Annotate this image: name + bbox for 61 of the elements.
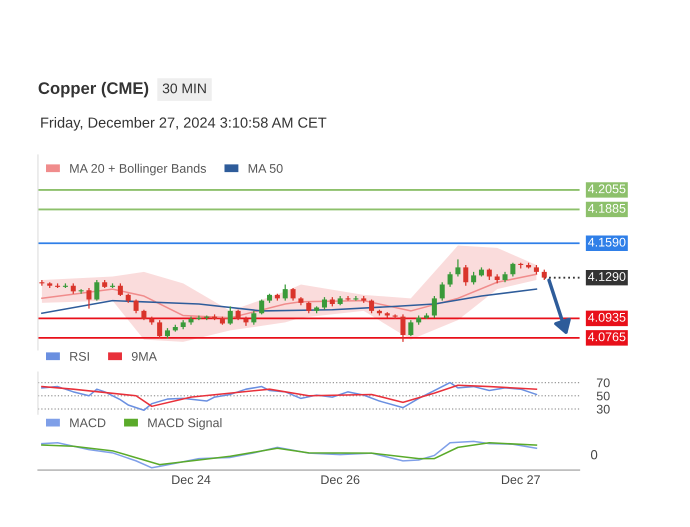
candlestick: [236, 309, 241, 321]
candlestick: [448, 271, 453, 288]
candlestick: [86, 287, 92, 310]
candlestick: [510, 262, 516, 278]
legend-label: MACD Signal: [148, 418, 222, 430]
candlestick: [416, 314, 422, 326]
candlestick: [282, 284, 288, 302]
candlestick: [463, 264, 468, 286]
ref-line-label: 4.2055: [588, 184, 626, 194]
legend-label: MA 50: [248, 164, 283, 173]
legend-label: MACD: [70, 418, 106, 428]
ref-line-label: 4.1590: [588, 238, 626, 247]
candlestick: [306, 301, 312, 314]
candlestick: [455, 258, 460, 278]
chart-subtitle: Friday, December 27, 2024 3:10:58 AM CET: [41, 117, 326, 131]
y-tick-label: 50: [596, 392, 610, 400]
candlestick: [164, 328, 170, 340]
legend-label: 9MA: [132, 352, 157, 361]
candlestick: [486, 268, 492, 281]
candlestick: [290, 287, 296, 302]
candlestick: [338, 295, 343, 306]
candlestick: [471, 271, 476, 286]
candlestick: [157, 319, 162, 340]
ref-line-label: 4.0765: [588, 332, 626, 342]
candlestick: [70, 282, 76, 294]
candlestick: [494, 274, 500, 284]
candlestick: [400, 314, 406, 343]
candlestick: [180, 319, 186, 330]
x-tick-label: Dec 27: [502, 475, 540, 484]
candlestick: [534, 264, 539, 275]
candlestick: [267, 293, 272, 304]
candlestick: [478, 266, 484, 278]
candlestick: [141, 309, 146, 321]
legend-label: RSI: [70, 352, 89, 361]
candlestick: [542, 269, 547, 281]
candlestick: [259, 298, 264, 315]
chart-title: Copper (CME): [38, 82, 148, 98]
legend-label: MA 20 + Bollinger Bands: [70, 164, 206, 176]
text: 30 MIN: [162, 83, 206, 94]
candlestick: [134, 298, 139, 314]
candlestick: [243, 316, 248, 326]
candlestick: [440, 282, 445, 302]
ref-line-label: 4.1290: [588, 272, 626, 282]
x-tick-label: Dec 26: [321, 475, 360, 484]
text: 0: [590, 450, 598, 460]
candlestick: [322, 296, 327, 310]
candlestick: [408, 319, 414, 337]
candlestick: [432, 295, 437, 318]
ref-line-label: 4.1885: [588, 204, 626, 213]
candlestick: [369, 298, 374, 314]
candlestick: [502, 271, 508, 283]
candlestick: [126, 293, 131, 304]
candlestick: [94, 279, 100, 302]
ref-line-label: 4.0935: [588, 312, 626, 322]
candlestick: [251, 310, 256, 326]
candlestick: [118, 282, 123, 297]
candlestick: [228, 306, 233, 326]
candlestick: [330, 296, 335, 307]
x-tick-label: Dec 24: [172, 475, 210, 484]
y-tick-label: 30: [596, 404, 610, 414]
y-tick-label: 70: [596, 378, 610, 388]
